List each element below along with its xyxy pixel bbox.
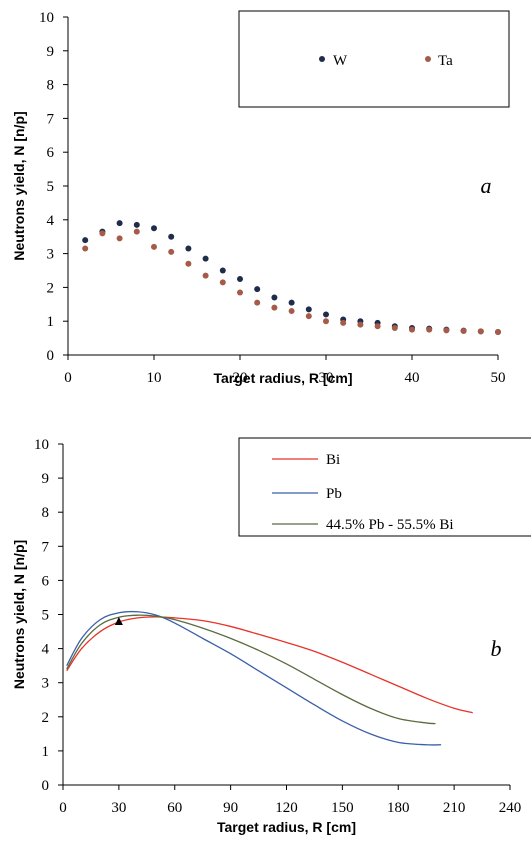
data-point	[133, 221, 140, 228]
x-axis-label: Target radius, R [cm]	[214, 370, 353, 386]
y-tick-label: 8	[42, 505, 50, 521]
data-point	[168, 248, 175, 255]
data-point	[288, 299, 295, 306]
series-line	[66, 610, 442, 746]
data-point	[168, 233, 175, 240]
data-point	[151, 243, 157, 250]
x-tick-label: 30	[111, 800, 126, 816]
data-point	[151, 225, 157, 232]
data-point	[340, 319, 347, 326]
data-point	[133, 228, 140, 235]
data-point	[82, 237, 89, 244]
data-point	[477, 328, 484, 335]
x-tick-label: 50	[491, 370, 506, 386]
y-tick-label: 8	[47, 78, 55, 94]
data-point	[391, 324, 398, 331]
y-tick-label: 4	[47, 213, 55, 229]
x-tick-label: 20	[233, 370, 248, 386]
legend-box	[238, 437, 531, 537]
y-tick-label: 7	[47, 111, 55, 127]
data-point	[116, 220, 123, 227]
y-tick-label: 3	[47, 247, 55, 263]
data-point	[219, 267, 226, 274]
data-point	[409, 326, 415, 333]
data-point	[426, 326, 433, 333]
y-tick-label: 9	[42, 471, 50, 487]
y-tick-label: 6	[42, 573, 50, 589]
data-point	[288, 308, 295, 315]
series-line	[66, 616, 473, 714]
data-point	[116, 235, 123, 242]
data-point	[495, 329, 501, 336]
data-point	[185, 260, 192, 267]
data-point	[237, 275, 243, 282]
data-point	[323, 318, 329, 325]
data-point	[202, 272, 209, 279]
data-point	[357, 321, 364, 328]
y-tick-label: 1	[42, 744, 50, 760]
y-tick-label: 7	[42, 539, 50, 555]
data-point	[254, 299, 261, 306]
data-point	[219, 279, 226, 286]
x-tick-label: 120	[275, 800, 298, 816]
data-point	[305, 313, 312, 320]
data-point	[185, 245, 192, 252]
legend-label: 44.5% Pb - 55.5% Bi	[326, 517, 454, 533]
y-tick-label: 2	[42, 710, 50, 726]
y-tick-label: 5	[47, 179, 55, 195]
x-tick-label: 240	[499, 800, 522, 816]
x-tick-label: 10	[147, 370, 162, 386]
data-point	[271, 294, 278, 301]
data-point	[443, 327, 450, 334]
legend-label: Ta	[438, 53, 453, 69]
y-axis-label: Neutrons yield, N [n/p]	[11, 111, 27, 260]
y-tick-label: 10	[39, 10, 54, 26]
data-point	[374, 323, 381, 330]
panel-label: a	[481, 173, 492, 198]
legend-marker	[319, 56, 325, 62]
y-tick-label: 0	[42, 778, 50, 794]
y-tick-label: 10	[34, 437, 49, 453]
triangle-marker	[114, 617, 123, 626]
y-axis-label: Neutrons yield, N [n/p]	[11, 540, 27, 689]
x-axis-label: Target radius, R [cm]	[217, 819, 356, 835]
x-tick-label: 40	[405, 370, 420, 386]
data-point	[202, 255, 209, 262]
data-point	[271, 304, 278, 311]
series-line	[66, 614, 436, 725]
x-tick-label: 0	[59, 800, 67, 816]
data-point	[237, 289, 243, 296]
y-tick-label: 3	[42, 676, 50, 692]
y-tick-label: 6	[47, 145, 55, 161]
x-tick-label: 210	[443, 800, 466, 816]
data-point	[82, 245, 89, 252]
y-tick-label: 5	[42, 608, 50, 624]
y-tick-label: 1	[47, 314, 55, 330]
y-tick-label: 4	[42, 642, 50, 658]
data-point	[460, 328, 467, 335]
x-tick-label: 90	[223, 800, 238, 816]
y-tick-label: 9	[47, 44, 55, 60]
legend-label: W	[333, 53, 348, 69]
y-tick-label: 0	[47, 348, 55, 364]
x-tick-label: 180	[387, 800, 410, 816]
legend-label: Bi	[326, 452, 340, 468]
legend-label: Pb	[326, 486, 342, 502]
data-point	[323, 311, 329, 318]
data-point	[254, 286, 261, 293]
data-point	[99, 230, 106, 237]
data-point	[305, 306, 312, 313]
x-tick-label: 60	[167, 800, 182, 816]
y-tick-label: 2	[47, 280, 55, 296]
x-tick-label: 30	[319, 370, 334, 386]
x-tick-label: 150	[331, 800, 354, 816]
panel-label: b	[491, 636, 502, 661]
legend-box	[238, 10, 510, 108]
legend-marker	[425, 56, 431, 62]
x-tick-label: 0	[64, 370, 72, 386]
